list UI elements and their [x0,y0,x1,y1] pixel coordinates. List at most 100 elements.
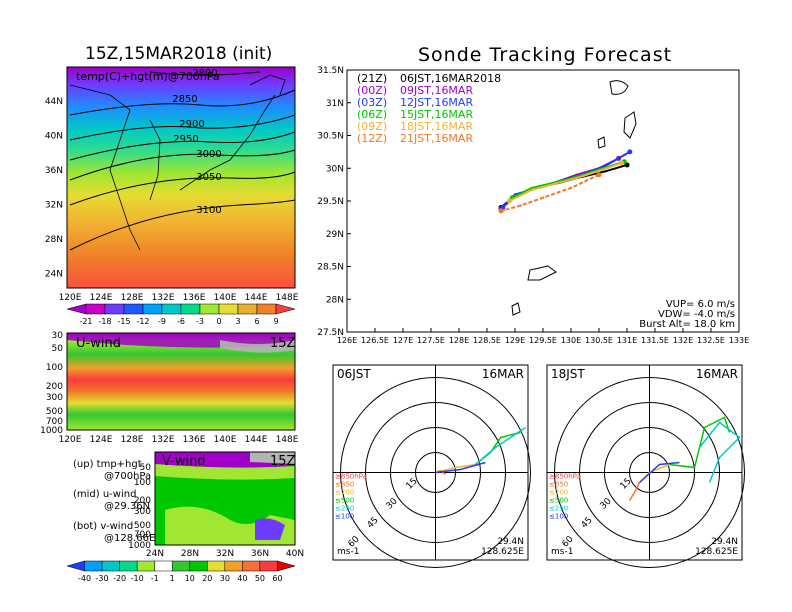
map-lon-tick-label: 148E [276,293,299,303]
hodograph-06jst: 06JST 16MAR29.4N128.625Ems-115304560≥850h… [332,364,531,568]
hodograph-time: 18JST [551,367,585,381]
track-line-4 [508,162,622,202]
track-legend-code: (21Z) [357,72,387,85]
colorbar-segment [242,560,261,572]
track-point [498,208,504,214]
u-wind-panel [66,332,296,431]
colorbar-segment [224,560,243,572]
colorbar-tick-label: 60 [272,574,282,583]
contour-label: 2900 [179,119,204,130]
track-lon-tick-label: 132.5E [697,336,725,345]
track-lon-tick-label: 131E [617,336,637,345]
hodograph-lon: 128.625E [481,547,524,557]
map-lon-ticks: 120E 124E 128E 132E 136E 140E 144E 148E [59,293,299,303]
map-lon-tick-label: 120E [59,293,82,303]
map-lon-tick-label: 132E [152,293,175,303]
track-point [530,186,533,190]
track-lon-tick-label: 126E [337,336,357,345]
track-panel [346,69,740,333]
temperature-colorbar-labels: -21 -18 -15 -12 -9 -6 -3 0 3 6 9 [79,317,278,326]
hodograph-level-label: ≤850 [335,481,354,489]
map-lat-tick-label: 40N [45,132,63,142]
u-wind-lon-tick: 128E [121,435,144,445]
colorbar-tick-label: -1 [151,574,159,583]
hodograph-level-label: ≤700 [549,489,568,497]
main-figure-title: Sonde Tracking Forecast [418,44,673,66]
u-wind-pressure-tick: 200 [46,382,63,392]
colorbar-segment [85,303,106,315]
track-lon-tick-label: 128.5E [473,336,501,345]
hodograph-18jst: 18JST 16MAR29.4N128.625Ems-115304560≥850h… [546,364,745,568]
u-wind-pressure-tick: 500 [46,407,63,417]
v-wind-pressure-tick: 700 [134,530,151,540]
u-wind-lon-tick: 132E [152,435,175,445]
track-lat-tick-label: 28N [326,295,344,305]
colorbar-tick-label: 30 [220,574,230,583]
track-point [569,186,573,190]
u-wind-lon-ticks: 120E 124E 128E 132E 136E 140E 144E 148E [59,435,299,445]
colorbar-tick-label: 40 [237,574,247,583]
contour-label: 3100 [196,205,221,216]
track-legend-code: (09Z) [357,120,387,133]
colorbar-tick-label: -9 [158,317,166,326]
map-lat-tick-label: 36N [45,166,63,176]
legend-note: (mid) u-wind [73,489,136,500]
track-point [603,170,606,173]
map-lon-tick-label: 140E [214,293,237,303]
track-legend-time: 06JST,16MAR2018 [400,72,501,85]
track-lat-tick-label: 30N [326,164,344,174]
track-legend-code: (03Z) [357,96,387,109]
colorbar-segment [275,303,296,315]
contour-label: 3000 [196,149,221,160]
v-wind-lat-tick: 32N [216,549,234,559]
colorbar-tick-label: -10 [131,574,144,583]
v-wind-time: 15Z [270,454,296,469]
track-lon-tick-label: 127E [393,336,413,345]
hodograph-trace [435,461,486,474]
hodograph-lon: 128.625E [695,547,738,557]
track-point [618,160,624,166]
track-legend-time: 18JST,16MAR [400,120,473,133]
colorbar-tick-label: 9 [273,317,278,326]
colorbar-tick-label: -21 [79,317,92,326]
temperature-colorbar [66,303,296,315]
u-wind-lon-tick: 124E [90,435,113,445]
legend-note: @700hPa [104,471,151,482]
track-series-group [498,149,633,214]
colorbar-segment [154,560,173,572]
colorbar-segment [104,303,125,315]
u-wind-lon-tick: 136E [183,435,206,445]
track-point [541,196,545,199]
map-inner-label: temp(C)+hgt(m)@700hPa [76,70,220,83]
island-outline [623,111,637,139]
track-legend-code: (12Z) [357,132,387,145]
map-lon-tick-label: 128E [121,293,144,303]
island-outline [511,302,521,316]
u-wind-pressure-tick: 50 [52,344,64,354]
track-lon-tick-label: 127.5E [417,336,445,345]
track-lon-tick-label: 131.5E [641,336,669,345]
map-lon-tick-label: 144E [245,293,268,303]
v-wind-pressure-tick: 500 [134,521,151,531]
track-point [575,176,578,180]
colorbar-segment [207,560,226,572]
colorbar-tick-label: -30 [96,574,109,583]
island-outline [609,80,629,95]
u-wind-lon-tick: 120E [59,435,82,445]
contour-label: 2800 [192,68,217,79]
track-legend-time: 09JST,16MAR [400,84,473,97]
legend-notes: (up) tmp+hgt@700hPa (mid) u-wind@29.36N (b… [73,459,155,544]
track-lat-tick-label: 30.5N [317,132,344,142]
colorbar-segment [277,560,296,572]
hodograph-trace [628,482,641,501]
track-point [596,172,602,178]
colorbar-segment [171,560,191,572]
v-wind-pressure-tick: 100 [134,478,151,488]
hodograph-level-label: ≤850 [549,481,568,489]
colorbar-segment [66,303,87,315]
colorbar-segment [218,303,239,315]
u-wind-pressure-tick: 700 [46,417,63,427]
u-wind-pressure-tick: 300 [46,393,63,403]
track-param: Burst Alt= 18.0 km [639,319,735,330]
